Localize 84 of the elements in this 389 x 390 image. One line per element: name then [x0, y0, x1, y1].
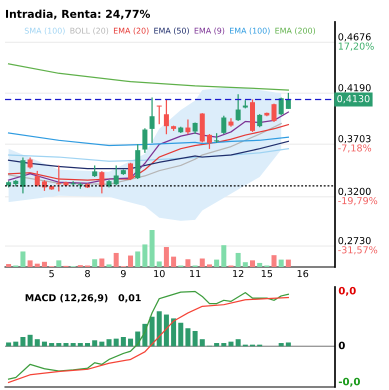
bar — [171, 256, 176, 267]
bar — [99, 342, 104, 346]
bar — [286, 342, 291, 346]
y2-tick-label: -7,18% — [338, 144, 372, 153]
bar — [200, 258, 205, 267]
bar — [34, 339, 40, 346]
bar — [206, 264, 212, 267]
bar — [278, 343, 284, 346]
bar — [92, 259, 98, 267]
y-tick-label: 0,4676 — [338, 33, 371, 42]
bar — [185, 328, 190, 346]
bar — [150, 316, 155, 346]
bar — [56, 343, 62, 346]
bar — [42, 262, 47, 267]
chart-title: MACD (12,26,9) 0,01 — [26, 294, 141, 303]
bar — [164, 247, 169, 267]
bar — [221, 343, 226, 346]
bar — [200, 339, 205, 346]
bar — [214, 260, 220, 267]
x-tick-label: 12 — [233, 270, 244, 278]
y-tick-label: 0,4190 — [338, 84, 371, 92]
text: 0 — [338, 342, 345, 350]
y2-tick-label: -31,57% — [338, 246, 378, 254]
x-tick-label: 16 — [298, 270, 308, 278]
bar — [150, 230, 155, 267]
y2-tick-label: 17,20% — [338, 42, 374, 51]
bar — [236, 339, 241, 346]
bar — [120, 337, 126, 346]
bar — [6, 264, 12, 267]
bar — [178, 322, 184, 346]
y2-tick-label: -19,79% — [338, 196, 378, 206]
bar — [142, 244, 148, 267]
ref-line-label: 0,4130 — [337, 95, 370, 104]
bar — [99, 258, 104, 267]
bar — [221, 245, 226, 267]
bar — [28, 334, 33, 346]
x-tick-label: 5 — [49, 270, 54, 278]
x-tick-label: 15 — [262, 270, 272, 278]
bar — [70, 343, 76, 346]
bar — [34, 264, 40, 267]
y-tick-label: 0,3200 — [338, 188, 371, 196]
bar — [114, 252, 119, 267]
bar — [20, 337, 26, 346]
bar — [106, 339, 112, 346]
bar — [135, 251, 140, 267]
text: -0,0 — [338, 378, 360, 387]
bar — [156, 311, 162, 346]
x-tick-label: 11 — [190, 270, 200, 278]
bar — [286, 260, 291, 267]
bar — [92, 340, 98, 346]
bar — [272, 255, 277, 267]
bar — [192, 330, 198, 346]
x-tick-label: 10 — [154, 270, 165, 278]
bar — [228, 342, 234, 346]
x-tick-label: 8 — [85, 270, 90, 278]
bar — [164, 314, 169, 346]
bar — [114, 338, 119, 346]
bar — [63, 343, 68, 346]
bar — [128, 256, 134, 267]
bar — [42, 342, 47, 346]
bar — [56, 260, 62, 267]
y-tick-label: 0,2730 — [338, 236, 371, 246]
bar — [84, 343, 90, 346]
bar — [278, 260, 284, 267]
x-tick-label: 9 — [120, 270, 126, 278]
bar — [13, 342, 18, 346]
bar — [106, 264, 112, 267]
y-tick-label: 0,3703 — [338, 135, 371, 144]
chart-title: Intradia, Renta: 24,77% — [6, 10, 150, 20]
bar — [6, 342, 12, 346]
bar — [171, 318, 176, 346]
bar — [156, 261, 162, 267]
bar — [28, 260, 33, 267]
bar — [257, 262, 262, 267]
bar — [185, 259, 190, 267]
bar — [78, 343, 83, 346]
bar — [250, 260, 256, 267]
bar — [20, 251, 26, 267]
bar — [242, 262, 248, 267]
bar — [236, 252, 241, 267]
bar — [49, 343, 54, 346]
bar — [128, 338, 134, 346]
text: 0,0 — [338, 286, 356, 296]
bar — [214, 343, 220, 346]
